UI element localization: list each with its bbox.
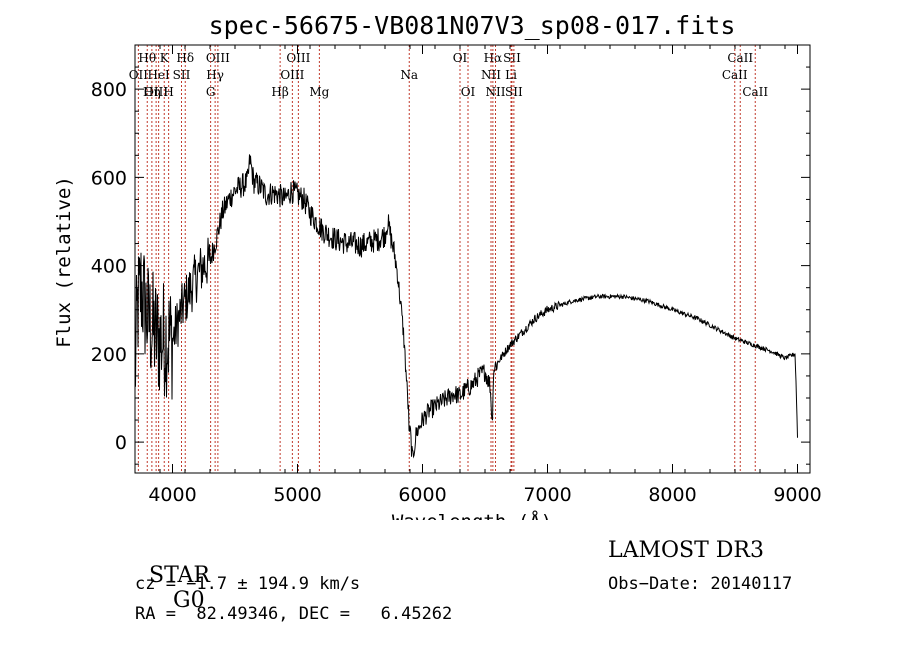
y-tick-label: 400 xyxy=(91,256,127,278)
spectral-line-label: NII xyxy=(486,85,506,99)
spectral-line-label: HeI xyxy=(147,68,170,82)
spectral-line-label: NII xyxy=(481,68,501,82)
spectrum-chart: spec-56675-VB081N07V3_sp08-017.fits OIIH… xyxy=(53,11,822,520)
spectral-line-label: OIII xyxy=(206,51,230,65)
spectral-line-label: OII xyxy=(129,68,149,82)
spectral-line-label: Hγ xyxy=(206,68,224,82)
spectral-line-label: SII xyxy=(173,68,191,82)
spectral-line-label: CaII xyxy=(742,85,768,99)
plot-frame xyxy=(134,44,811,474)
y-tick-label: 0 xyxy=(115,432,127,454)
subclass-value: G0 xyxy=(173,588,205,613)
spectrum-series-flux xyxy=(134,154,798,459)
spectral-line-label: OIII xyxy=(286,51,310,65)
object-class-value: STAR xyxy=(149,563,210,588)
x-tick-label: 8000 xyxy=(648,484,696,506)
x-tick-label: 9000 xyxy=(773,484,821,506)
spectral-line-label: SII xyxy=(503,51,521,65)
spectral-line-label: OIII xyxy=(280,68,304,82)
y-tick-label: 800 xyxy=(91,79,127,101)
survey-name: LAMOST DR3 xyxy=(608,538,764,563)
y-axis-label: Flux (relative) xyxy=(53,176,75,348)
spectral-line-label: G xyxy=(206,85,216,99)
redshift-text: cz = −1.7 ± 194.9 km/s xyxy=(135,574,361,594)
spectral-line-label: H xyxy=(163,85,173,99)
spectral-line-label: CaII xyxy=(727,51,753,65)
x-tick-label: 7000 xyxy=(523,484,571,506)
chart-title: spec-56675-VB081N07V3_sp08-017.fits xyxy=(209,11,736,40)
obs-date: Obs−Date: 20140117 xyxy=(608,574,793,594)
coordinates-text: RA = 82.49346, DEC = 6.45262 xyxy=(135,604,453,624)
x-tick-label: 5000 xyxy=(273,484,321,506)
spectral-line-label: K xyxy=(160,51,170,65)
spectral-line-label: CaII xyxy=(722,68,748,82)
spectral-line-label: Na xyxy=(400,68,418,82)
x-tick-label: 6000 xyxy=(398,484,446,506)
spectral-line-label: Hδ xyxy=(176,51,194,65)
spectral-line-label: Mg xyxy=(309,85,329,99)
spectral-line-label: Hθ xyxy=(138,51,156,65)
spectral-line-label: Hη xyxy=(143,85,161,99)
y-tick-label: 600 xyxy=(91,167,127,189)
spectral-line-label: Hβ xyxy=(271,85,288,99)
x-tick-label: 4000 xyxy=(148,484,196,506)
x-axis-label: Wavelength (Å) xyxy=(392,510,552,520)
object-class: STAR G0 xyxy=(135,538,210,613)
spectral-line-label: Hα xyxy=(484,51,503,65)
axis-ticks: 4000 5000 6000 7000 8000 9000 0 200 400 600 800 xyxy=(91,45,822,506)
spectral-line-label: OIII xyxy=(144,85,168,99)
spectral-line-label: OI xyxy=(453,51,468,65)
spectral-line-label: OI xyxy=(461,85,476,99)
spectral-line-label: Li xyxy=(505,68,517,82)
spectral-line-label: SII xyxy=(505,85,523,99)
y-tick-label: 200 xyxy=(91,344,127,366)
